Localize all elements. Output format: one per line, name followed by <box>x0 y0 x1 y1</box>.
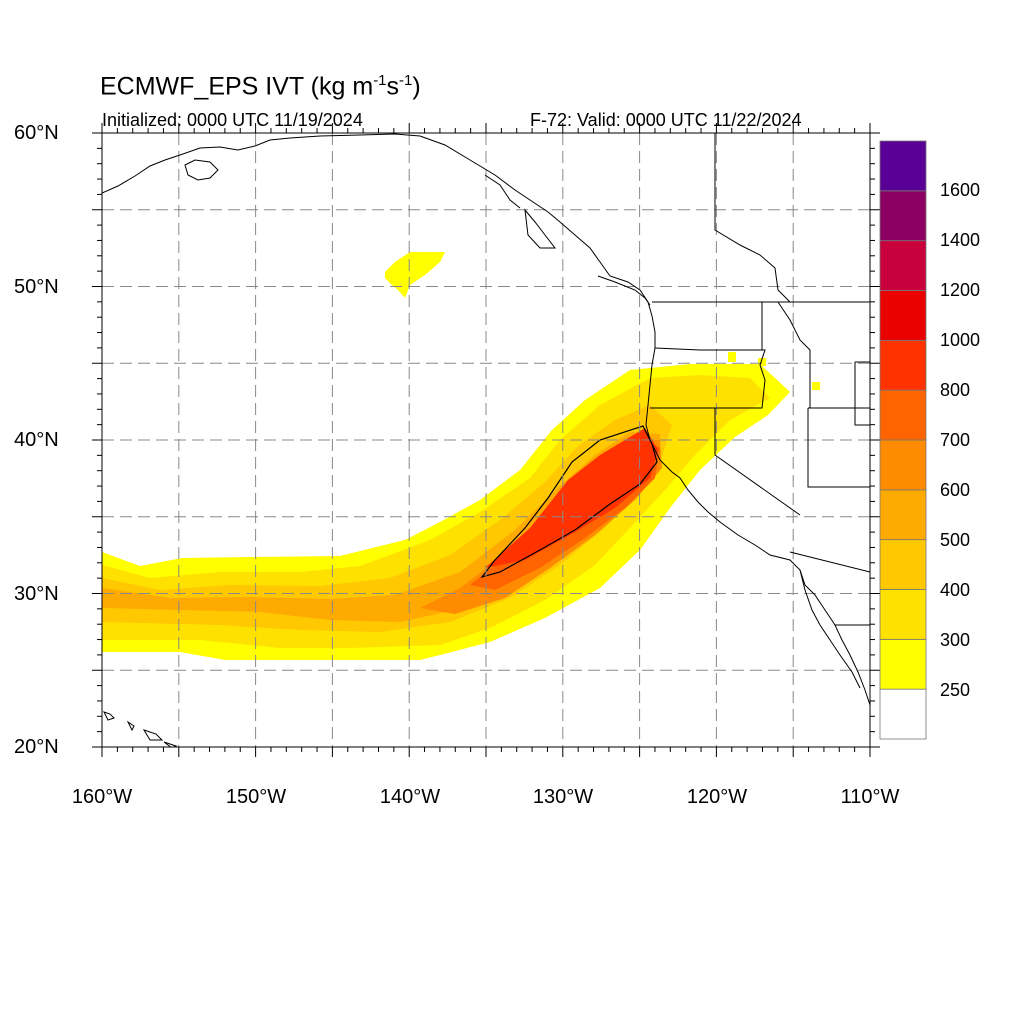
colorbar-label-700: 700 <box>940 430 971 450</box>
ivt-spot <box>758 358 766 366</box>
ivt-field <box>102 252 820 660</box>
ivt-spot <box>812 382 820 390</box>
lat-label-60: 60°N <box>14 122 59 144</box>
colorbar-swatch <box>879 489 927 541</box>
lat-label-40: 40°N <box>14 429 59 451</box>
map-gridlines <box>102 133 870 747</box>
colorbar-label-250: 250 <box>940 680 971 700</box>
colorbar-swatch <box>879 140 927 192</box>
lat-label-20: 20°N <box>14 736 59 758</box>
lon-label-160w: 160°W <box>71 786 133 808</box>
colorbar-swatch <box>879 190 927 242</box>
colorbar-label-1600: 1600 <box>940 180 981 200</box>
initialized-label: Initialized: 0000 UTC 11/19/2024 <box>102 110 363 130</box>
ivt-patch-north <box>385 252 445 298</box>
colorbar-label-300: 300 <box>940 630 971 650</box>
lat-label-50: 50°N <box>14 276 59 298</box>
ivt-band-800 <box>485 428 658 568</box>
colorbar-label-1000: 1000 <box>940 330 981 350</box>
axis-ticks <box>92 123 880 757</box>
colorbar-swatch <box>879 339 927 391</box>
colorbar-label-1200: 1200 <box>940 280 981 300</box>
colorbar-swatch <box>879 240 927 291</box>
colorbar-label-400: 400 <box>940 580 971 600</box>
colorbar-swatch <box>879 389 927 441</box>
colorbar-label-500: 500 <box>940 530 971 550</box>
colorbar-label-1400: 1400 <box>940 230 981 250</box>
colorbar-label-600: 600 <box>940 480 971 500</box>
colorbar-swatch <box>879 439 927 491</box>
colorbar-swatch <box>879 290 927 341</box>
colorbar-label-800: 800 <box>940 380 971 400</box>
colorbar-swatch <box>879 539 927 590</box>
colorbar-swatch <box>879 589 927 640</box>
coastlines <box>102 133 870 747</box>
lon-label-120w: 120°W <box>686 786 748 808</box>
lon-label-150w: 150°W <box>225 786 287 808</box>
lon-label-110w: 110°W <box>840 786 900 808</box>
colorbar <box>879 140 927 740</box>
colorbar-swatch <box>879 638 927 690</box>
ivt-spot <box>728 352 736 362</box>
valid-time-label: F-72: Valid: 0000 UTC 11/22/2024 <box>530 110 802 130</box>
map-title: ECMWF_EPS IVT (kg m-1s-1) <box>100 72 421 101</box>
lat-label-30: 30°N <box>14 583 59 605</box>
lon-label-140w: 140°W <box>379 786 441 808</box>
lon-label-130w: 130°W <box>532 786 594 808</box>
colorbar-swatch <box>879 688 927 740</box>
